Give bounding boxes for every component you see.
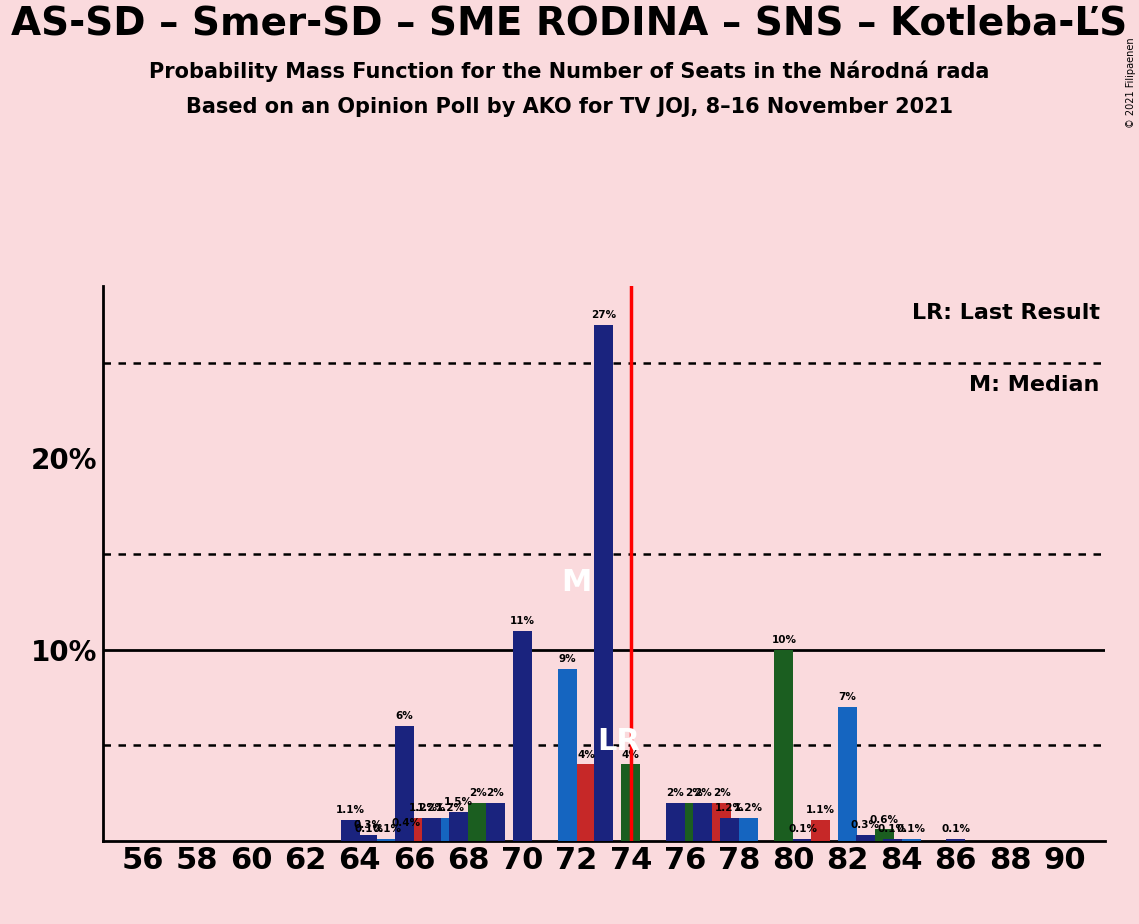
Bar	[595, 324, 613, 841]
Bar	[838, 707, 857, 841]
Text: 1.2%: 1.2%	[417, 803, 446, 813]
Bar	[666, 803, 685, 841]
Text: 0.1%: 0.1%	[878, 824, 907, 834]
Bar	[468, 803, 487, 841]
Bar	[685, 803, 704, 841]
Text: 1.2%: 1.2%	[715, 803, 744, 813]
Text: 0.1%: 0.1%	[372, 824, 401, 834]
Text: 27%: 27%	[591, 310, 616, 320]
Text: 2%: 2%	[686, 788, 703, 797]
Bar	[441, 818, 460, 841]
Text: 7%: 7%	[838, 692, 857, 702]
Text: 1.2%: 1.2%	[436, 803, 465, 813]
Bar	[793, 839, 812, 841]
Text: 0.1%: 0.1%	[355, 824, 384, 834]
Bar	[712, 803, 731, 841]
Text: M: Median: M: Median	[969, 375, 1100, 395]
Bar	[875, 830, 893, 841]
Text: 1.2%: 1.2%	[409, 803, 439, 813]
Text: LR: LR	[597, 727, 640, 756]
Text: 2%: 2%	[666, 788, 685, 797]
Bar	[947, 839, 966, 841]
Text: Probability Mass Function for the Number of Seats in the Národná rada: Probability Mass Function for the Number…	[149, 60, 990, 81]
Bar	[359, 835, 377, 841]
Bar	[855, 835, 875, 841]
Text: 1.1%: 1.1%	[336, 805, 364, 815]
Text: M: M	[562, 568, 592, 597]
Text: 1.2%: 1.2%	[735, 803, 763, 813]
Text: 2%: 2%	[469, 788, 486, 797]
Text: 0.3%: 0.3%	[353, 821, 383, 831]
Text: 0.4%: 0.4%	[392, 819, 420, 829]
Bar	[396, 833, 416, 841]
Bar	[720, 818, 739, 841]
Text: 0.1%: 0.1%	[896, 824, 926, 834]
Text: 0.3%: 0.3%	[851, 821, 879, 831]
Text: LR: Last Result: LR: Last Result	[912, 303, 1100, 323]
Bar	[693, 803, 712, 841]
Bar	[883, 839, 902, 841]
Text: 6%: 6%	[395, 711, 413, 722]
Bar	[341, 820, 360, 841]
Bar	[576, 764, 596, 841]
Text: Based on an Opinion Poll by AKO for TV JOJ, 8–16 November 2021: Based on an Opinion Poll by AKO for TV J…	[186, 97, 953, 117]
Bar	[902, 839, 920, 841]
Text: 1.1%: 1.1%	[806, 805, 835, 815]
Text: 4%: 4%	[577, 749, 595, 760]
Bar	[377, 839, 396, 841]
Text: 0.1%: 0.1%	[941, 824, 970, 834]
Text: 2%: 2%	[713, 788, 730, 797]
Text: 11%: 11%	[510, 615, 535, 626]
Bar	[395, 726, 415, 841]
Bar	[423, 818, 441, 841]
Text: 1.5%: 1.5%	[444, 797, 473, 808]
Text: © 2021 Filipaenen: © 2021 Filipaenen	[1125, 37, 1136, 128]
Bar	[558, 669, 576, 841]
Bar	[811, 820, 830, 841]
Bar	[449, 812, 468, 841]
Text: 9%: 9%	[558, 654, 576, 664]
Text: 10%: 10%	[771, 635, 796, 645]
Text: 2%: 2%	[486, 788, 505, 797]
Bar	[360, 839, 379, 841]
Text: 2%: 2%	[694, 788, 712, 797]
Bar	[513, 630, 532, 841]
Bar	[775, 650, 793, 841]
Text: 0.1%: 0.1%	[788, 824, 818, 834]
Bar	[486, 803, 505, 841]
Text: 0.6%: 0.6%	[869, 815, 899, 824]
Bar	[739, 818, 759, 841]
Text: AS-SD – Smer-SD – SME RODINA – SNS – Kotleba-ĽS: AS-SD – Smer-SD – SME RODINA – SNS – Kot…	[11, 5, 1128, 43]
Text: 4%: 4%	[622, 749, 640, 760]
Bar	[621, 764, 640, 841]
Bar	[415, 818, 433, 841]
